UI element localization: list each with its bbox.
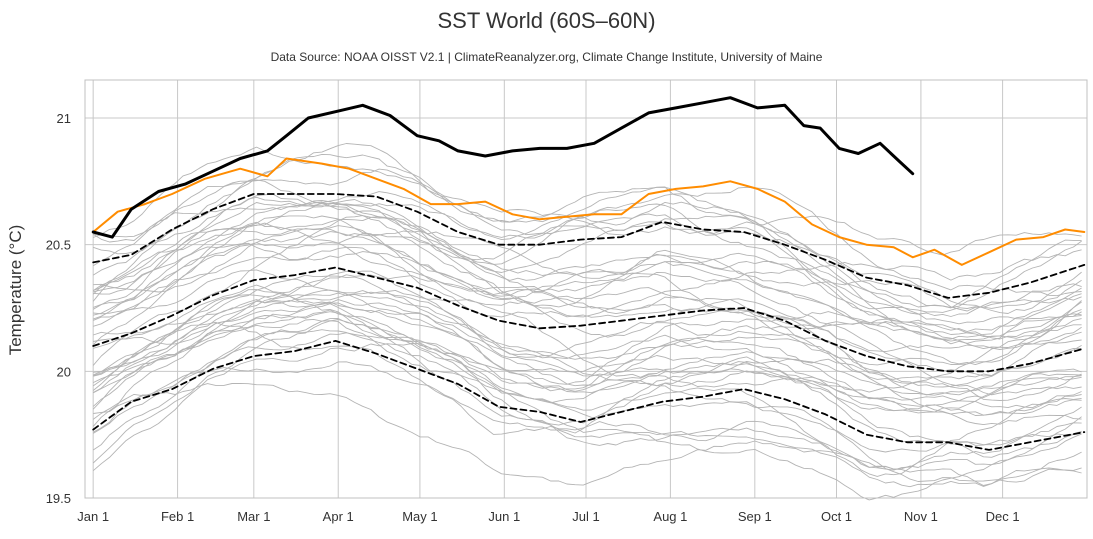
chart-subtitle: Data Source: NOAA OISST V2.1 | ClimateRe… [270,50,823,64]
historical-year-line [93,221,1082,325]
historical-year-line [93,299,1082,387]
historical-year-line [93,216,1082,317]
x-tick-label: Nov 1 [904,509,938,524]
historical-year-line [93,246,1082,353]
historical-year-line [93,299,1082,402]
historical-lines [92,143,1082,501]
historical-year-line [92,343,1082,482]
series-line-dashed-0 [92,193,1086,299]
historical-year-line [92,215,1082,366]
historical-year-line [93,193,1082,318]
y-tick-label: 19.5 [46,491,71,506]
historical-year-line [92,200,1082,313]
chart-title: SST World (60S–60N) [437,8,656,33]
historical-year-line [93,329,1082,434]
tick-labels: 19.5 20 20.5 21 Jan 1 Feb 1 Mar 1 Apr 1 May 1 Jun… [46,111,1020,524]
series-line-current-year [91,96,915,239]
historical-year-line [93,146,1082,308]
historical-year-line [92,321,1082,477]
y-tick-label: 20.5 [46,238,71,253]
series-line-dashed-2 [92,339,1086,451]
x-tick-label: Sep 1 [738,509,772,524]
x-tick-label: Aug 1 [653,509,687,524]
x-tick-label: Jun 1 [488,509,520,524]
grid [85,80,1087,499]
historical-year-line [92,303,1082,453]
series-line-previous-year [92,157,1086,266]
historical-year-line [92,318,1082,488]
historical-year-line [92,319,1082,486]
historical-year-line [92,309,1082,458]
historical-year-line [93,201,1082,338]
historical-year-line [92,361,1082,501]
historical-year-line [92,143,1082,339]
x-tick-label: Apr 1 [323,509,354,524]
historical-year-line [92,186,1082,342]
y-tick-label: 20 [57,364,71,379]
historical-year-line [93,289,1082,396]
historical-year-line [93,228,1082,312]
x-tick-label: Feb 1 [161,509,194,524]
x-tick-label: Mar 1 [237,509,270,524]
historical-year-line [93,242,1082,384]
historical-year-line [92,168,1082,256]
historical-year-line [92,202,1082,340]
x-tick-label: May 1 [402,509,437,524]
historical-year-line [92,311,1082,416]
x-tick-label: Jul 1 [572,509,599,524]
plot-frame [84,79,1088,499]
historical-year-line [92,225,1082,401]
historical-year-line [92,318,1082,470]
historical-year-line [92,153,1082,314]
historical-year-line [93,231,1082,340]
historical-year-line [92,199,1082,377]
series-line-dashed-1 [92,266,1086,373]
x-tick-label: Oct 1 [821,509,852,524]
historical-year-line [93,287,1082,380]
historical-year-line [92,270,1082,412]
historical-year-line [93,284,1082,392]
historical-year-line [92,332,1082,446]
historical-year-line [93,292,1082,396]
x-tick-label: Dec 1 [986,509,1020,524]
x-tick-label: Jan 1 [77,509,109,524]
y-tick-label: 21 [57,111,71,126]
series-lines [91,96,1086,451]
